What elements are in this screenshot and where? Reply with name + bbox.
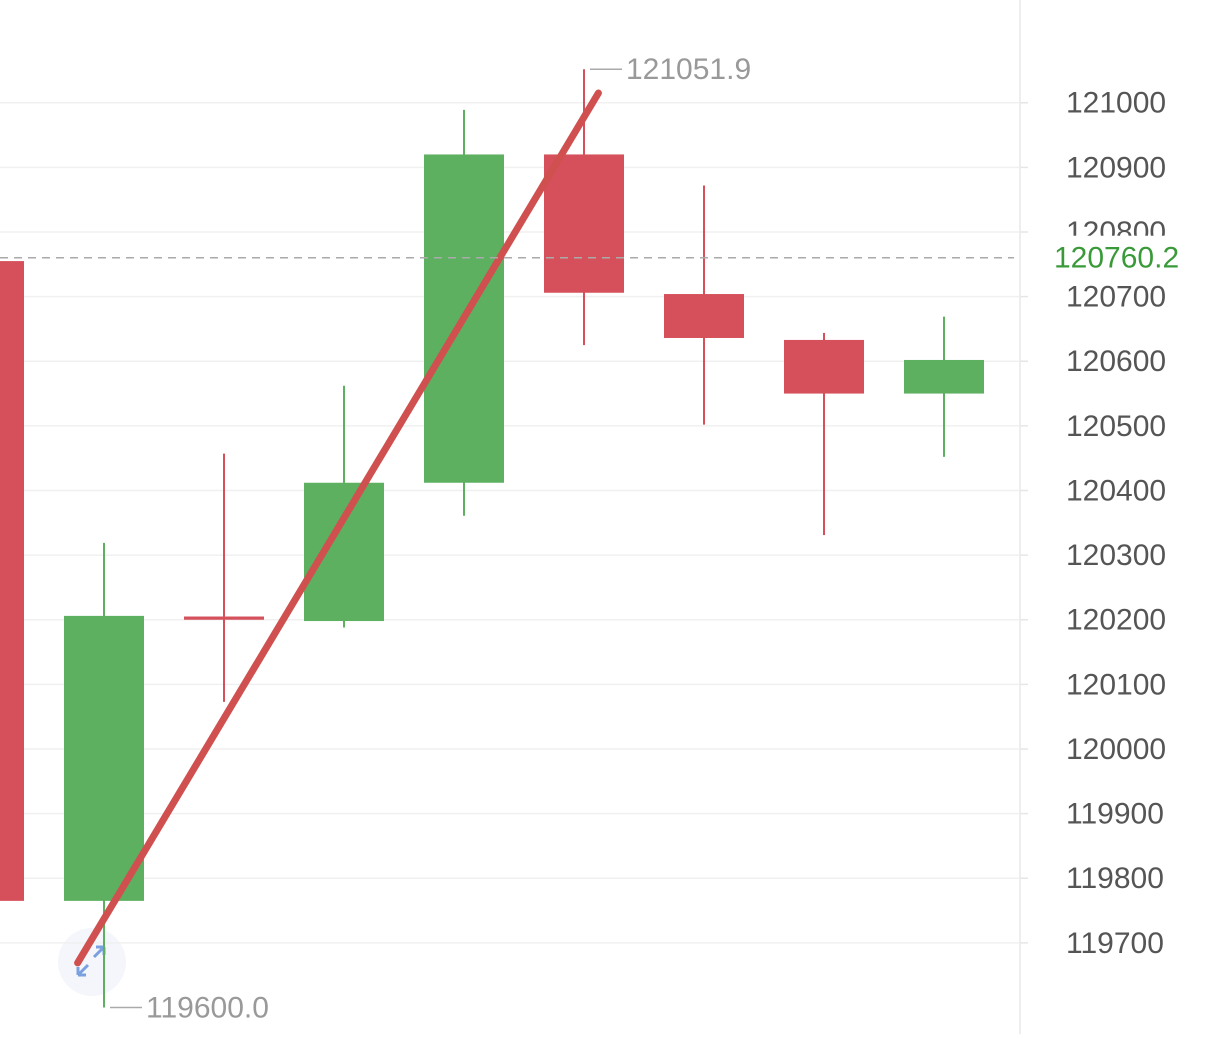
- overlay: 121051.9 119600.0 120760.2: [0, 53, 1190, 1024]
- candle-body: [664, 294, 744, 338]
- candle-body: [544, 154, 624, 293]
- y-tick-label: 120200: [1066, 604, 1166, 637]
- last-price-label: 120760.2: [1054, 242, 1179, 275]
- y-tick-label: 120500: [1066, 410, 1166, 443]
- y-tick-label: 120300: [1066, 539, 1166, 572]
- y-tick-label: 120400: [1066, 474, 1166, 507]
- candle-body: [784, 339, 864, 394]
- high-label: 121051.9: [626, 53, 751, 86]
- y-tick-label: 120700: [1066, 281, 1166, 314]
- marks: [0, 69, 984, 1008]
- expand-icon: [76, 945, 106, 977]
- y-tick-label: 120100: [1066, 668, 1166, 701]
- candle-body: [184, 616, 264, 620]
- y-tick-label: 120600: [1066, 345, 1166, 378]
- y-tick-label: 120900: [1066, 151, 1166, 184]
- candle-body: [304, 482, 384, 622]
- y-tick-label: 119700: [1066, 927, 1164, 960]
- expand-button[interactable]: [58, 928, 126, 996]
- low-label: 119600.0: [146, 991, 269, 1024]
- candle-body: [64, 615, 144, 901]
- last-price-bg: [1040, 235, 1190, 280]
- y-tick-label: 119900: [1066, 798, 1164, 831]
- candle-body: [0, 261, 24, 901]
- y-tick-label: 121000: [1066, 87, 1166, 120]
- trendline: [74, 89, 602, 967]
- y-tick-label: 119800: [1066, 862, 1164, 895]
- candle-body: [904, 359, 984, 394]
- expand-bg: [58, 928, 126, 996]
- y-tick-label: 120000: [1066, 733, 1166, 766]
